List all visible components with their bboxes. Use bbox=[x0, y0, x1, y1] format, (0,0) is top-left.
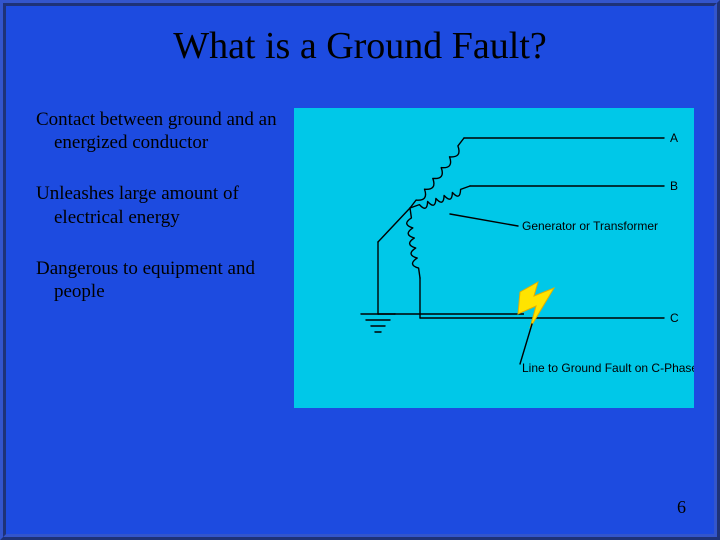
ground-fault-diagram: A B C Generator or Transformer Line to Groun… bbox=[294, 108, 694, 408]
slide-body: Contact between ground and an energized … bbox=[6, 108, 714, 408]
diagram-container: A B C Generator or Transformer Line to Groun… bbox=[294, 108, 714, 408]
bullet-list: Contact between ground and an energized … bbox=[6, 108, 294, 408]
phase-label: A bbox=[670, 131, 678, 145]
diagram-caption: Line to Ground Fault on C-Phase bbox=[522, 361, 694, 375]
page-number: 6 bbox=[677, 497, 686, 518]
slide-title: What is a Ground Fault? bbox=[6, 24, 714, 68]
bullet-item: Dangerous to equipment and people bbox=[36, 257, 286, 303]
generator-label: Generator or Transformer bbox=[522, 219, 658, 233]
phase-label: C bbox=[670, 311, 679, 325]
bullet-item: Contact between ground and an energized … bbox=[36, 108, 286, 154]
slide: What is a Ground Fault? Contact between … bbox=[0, 0, 720, 540]
phase-label: B bbox=[670, 179, 678, 193]
bullet-item: Unleashes large amount of electrical ene… bbox=[36, 182, 286, 228]
